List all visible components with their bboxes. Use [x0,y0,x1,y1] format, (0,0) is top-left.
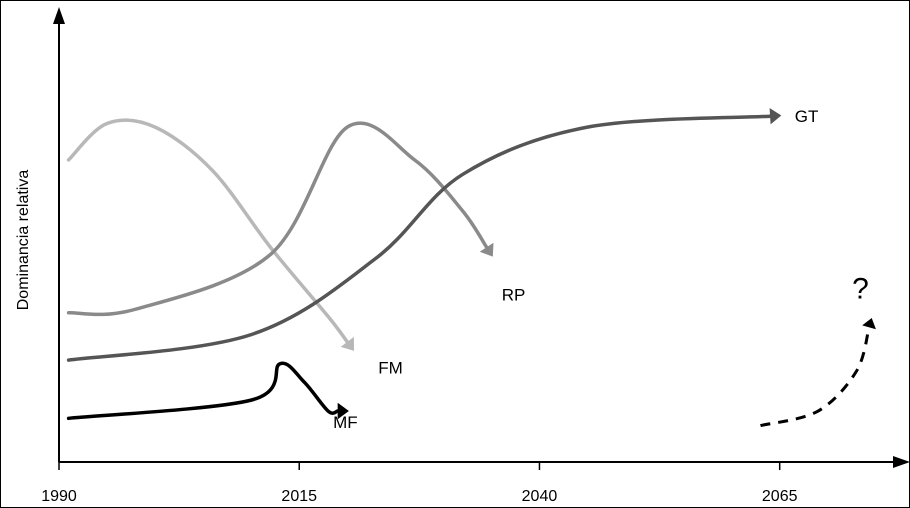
series-arrow-fm [340,336,355,351]
annotation-arrow-icon [862,317,876,330]
series-label-gt: GT [795,107,819,126]
annotation-dashed-line [760,326,871,428]
series-label-fm: FM [378,358,403,377]
series-line-gt [66,114,772,362]
annotation-question-mark: ? [852,272,869,305]
chart-axes [53,7,910,468]
x-axis-arrow-icon [893,456,910,468]
x-tick-label: 2015 [281,488,317,505]
series-label-mf: MF [333,413,358,432]
series-line-mf [66,361,340,421]
series-line-rp [66,121,489,317]
series-label-rp: RP [502,286,526,305]
y-axis-label: Dominancia relativa [15,170,32,311]
series-line-fm [66,118,350,344]
x-tick-label: 2065 [762,488,798,505]
x-tick-label: 2040 [522,488,558,505]
series-arrow-gt [769,107,782,125]
x-tick-label: 1990 [41,488,77,505]
series-arrow-rp [479,242,494,257]
y-axis-arrow-icon [53,7,65,24]
series-arrow-mf [337,402,349,420]
